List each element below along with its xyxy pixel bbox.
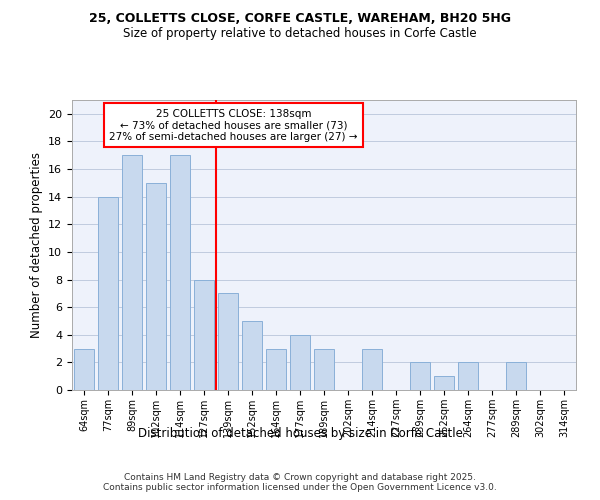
- Bar: [194, 280, 214, 390]
- Y-axis label: Number of detached properties: Number of detached properties: [29, 152, 43, 338]
- Bar: [218, 294, 238, 390]
- Bar: [122, 155, 142, 390]
- Bar: [266, 348, 286, 390]
- Bar: [434, 376, 454, 390]
- Bar: [314, 348, 334, 390]
- Text: Distribution of detached houses by size in Corfe Castle: Distribution of detached houses by size …: [137, 428, 463, 440]
- Bar: [458, 362, 478, 390]
- Text: Size of property relative to detached houses in Corfe Castle: Size of property relative to detached ho…: [123, 28, 477, 40]
- Text: Contains HM Land Registry data © Crown copyright and database right 2025.
Contai: Contains HM Land Registry data © Crown c…: [103, 472, 497, 492]
- Bar: [74, 348, 94, 390]
- Bar: [242, 321, 262, 390]
- Bar: [98, 196, 118, 390]
- Text: 25 COLLETTS CLOSE: 138sqm
← 73% of detached houses are smaller (73)
27% of semi-: 25 COLLETTS CLOSE: 138sqm ← 73% of detac…: [109, 108, 358, 142]
- Text: 25, COLLETTS CLOSE, CORFE CASTLE, WAREHAM, BH20 5HG: 25, COLLETTS CLOSE, CORFE CASTLE, WAREHA…: [89, 12, 511, 26]
- Bar: [170, 155, 190, 390]
- Bar: [290, 335, 310, 390]
- Bar: [146, 183, 166, 390]
- Bar: [506, 362, 526, 390]
- Bar: [410, 362, 430, 390]
- Bar: [362, 348, 382, 390]
